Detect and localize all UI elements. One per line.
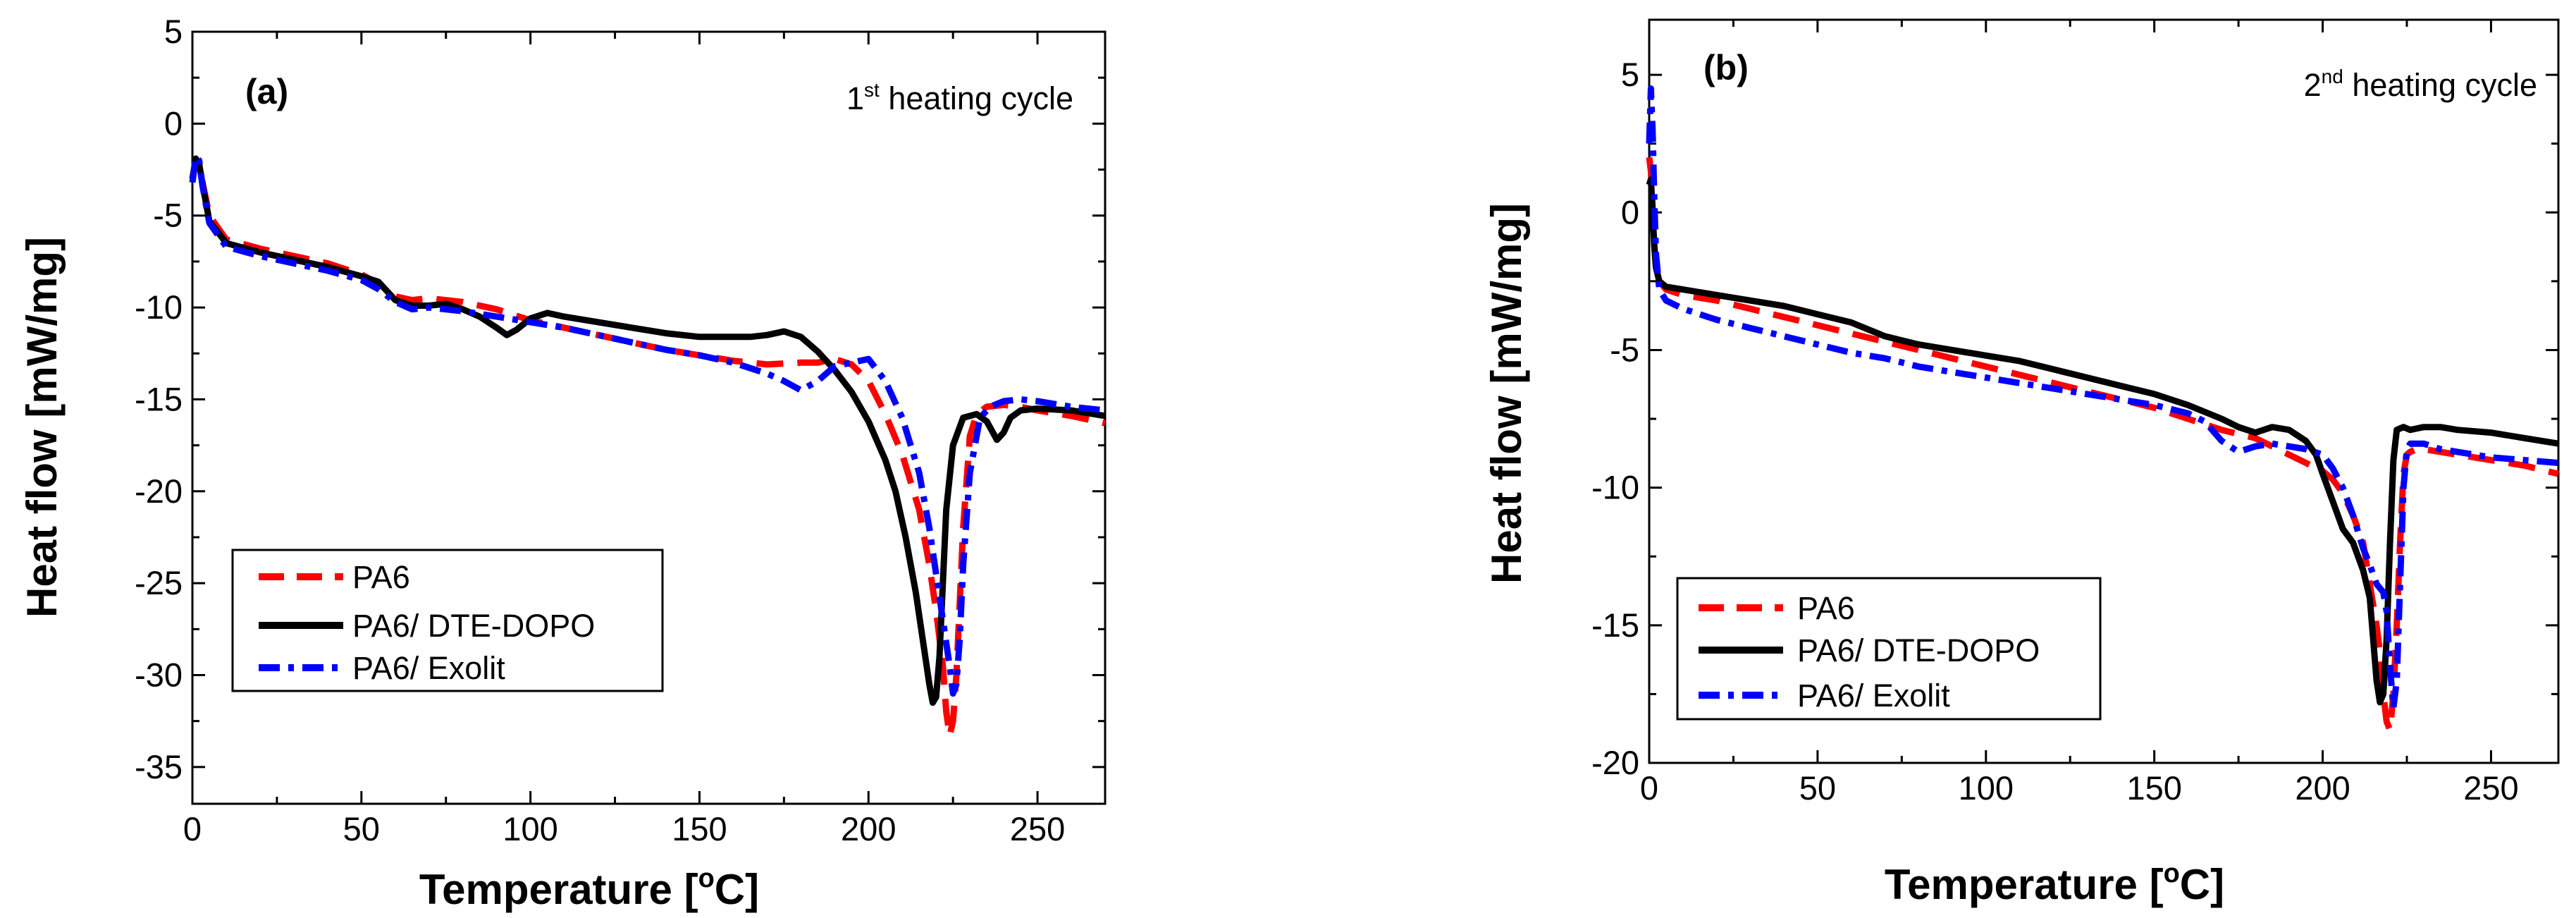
plot-frame-b [1648,18,2560,764]
series-line-pa6-exolit-a [189,153,1106,697]
legend-a-entry-exolit: PA6/ Exolit [352,650,505,686]
x-tick-label: 100 [1959,769,2014,807]
y-tick-label: 5 [1621,56,1639,93]
series-line-pa6-dte-dopo-b [1646,176,2559,706]
x-tick-label: 250 [2463,769,2518,807]
legend-b: PA6 PA6/ DTE-DOPO PA6/ Exolit [1676,577,2102,721]
x-tick-label: 250 [1010,810,1065,847]
series-line-pa6-b [1646,157,2560,733]
cycle-text: heating cycle [880,80,1073,116]
panel-b-ylabel: Heat flow [mW/mg] [1483,203,1530,584]
cycle-superscript: nd [2322,66,2343,87]
panel-a-ylabel: Heat flow [mW/mg] [18,237,66,618]
y-tick-label: -15 [1591,606,1639,644]
y-tick-label: 0 [164,104,183,142]
y-tick-label: -5 [153,197,183,234]
x-tick-label: 200 [2295,769,2350,807]
panel-a-label: (a) [245,72,288,111]
panel-b-label: (b) [1703,48,1749,87]
legend-b-entry-exolit: PA6/ Exolit [1797,678,1950,714]
xlabel-suffix: C] [2180,861,2224,908]
legend-b-entry-dte: PA6/ DTE-DOPO [1797,632,2040,668]
y-tick-label: 0 [1621,193,1639,231]
y-tick-label: -15 [135,380,183,417]
xlabel-prefix: Temperature [ [1885,861,2164,908]
y-tick-label: 5 [164,13,183,50]
legend-a-entry-dte: PA6/ DTE-DOPO [352,608,595,644]
cycle-superscript: st [864,79,880,101]
y-tick-label: -5 [1610,331,1639,368]
plot-frame-a [191,30,1107,805]
x-tick-label: 100 [503,810,557,847]
series-line-pa6-exolit-b [1646,85,2559,711]
panel-b-xlabel: Temperature [oC] [1885,859,2224,908]
xlabel-prefix: Temperature [ [419,866,698,913]
y-tick-label: -20 [135,472,183,510]
y-tick-label: -10 [1591,469,1639,506]
panel-b-cycle-label: 2nd heating cycle [2304,66,2537,103]
y-tick-label: -30 [135,656,183,694]
y-tick-label: -35 [135,748,183,785]
y-tick-label: -20 [1591,744,1639,781]
legend-a-entry-pa6: PA6 [352,559,410,595]
x-tick-label: 0 [1640,769,1658,807]
xlabel-suffix: C] [715,866,759,913]
x-tick-label: 200 [841,810,896,847]
xlabel-degree: o [698,864,715,893]
cycle-ordinal: 1 [846,80,864,116]
x-tick-label: 50 [343,810,380,847]
panel-a-xlabel: Temperature [oC] [419,864,759,913]
xlabel-degree: o [2164,859,2180,888]
y-tick-label: -10 [135,288,183,326]
cycle-ordinal: 2 [2304,67,2322,103]
x-tick-label: 150 [672,810,727,847]
x-tick-label: 0 [183,810,202,847]
panel-a-cycle-label: 1st heating cycle [846,79,1073,116]
y-tick-label: -25 [135,564,183,601]
x-tick-label: 50 [1799,769,1836,807]
cycle-text: heating cycle [2343,67,2537,103]
series-line-pa6-dte-dopo-a [189,155,1106,706]
x-tick-label: 150 [2126,769,2181,807]
legend-b-entry-pa6: PA6 [1797,590,1855,626]
legend-a: PA6 PA6/ DTE-DOPO PA6/ Exolit [231,549,664,692]
